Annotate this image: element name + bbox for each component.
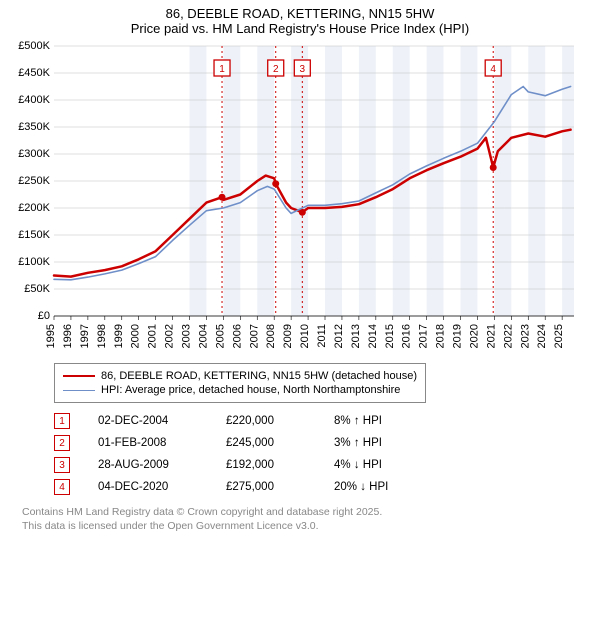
svg-text:£400K: £400K	[18, 94, 50, 106]
svg-text:£500K: £500K	[18, 40, 50, 52]
markers-table: 1 02-DEC-2004 £220,000 8% ↑ HPI 2 01-FEB-2008…	[54, 413, 588, 495]
svg-text:1997: 1997	[79, 324, 91, 348]
line-chart-svg: £0 £50K £100K £150K £200K £250K £300K £350K £400…	[6, 40, 582, 350]
chart-title-block: 86, DEEBLE ROAD, KETTERING, NN15 5HW Pri…	[0, 0, 600, 36]
svg-text:2000: 2000	[130, 324, 142, 348]
svg-text:2003: 2003	[181, 324, 193, 348]
svg-text:3: 3	[300, 64, 306, 75]
svg-text:£300K: £300K	[18, 148, 50, 160]
marker-price: £245,000	[226, 437, 306, 449]
legend-row: HPI: Average price, detached house, Nort…	[63, 384, 417, 396]
title-line1: 86, DEEBLE ROAD, KETTERING, NN15 5HW	[0, 6, 600, 21]
svg-text:2013: 2013	[350, 324, 362, 348]
chart-area: £0 £50K £100K £150K £200K £250K £300K £350K £400…	[6, 40, 588, 355]
marker-number-box: 1	[54, 413, 70, 429]
svg-text:2020: 2020	[468, 324, 480, 348]
legend-swatch	[63, 375, 95, 377]
marker-price: £192,000	[226, 459, 306, 471]
svg-text:£450K: £450K	[18, 67, 50, 79]
svg-text:2012: 2012	[333, 324, 345, 348]
attribution-footer: Contains HM Land Registry data © Crown c…	[22, 505, 588, 533]
svg-text:2002: 2002	[164, 324, 176, 348]
svg-text:2022: 2022	[502, 324, 514, 348]
marker-date: 02-DEC-2004	[98, 415, 198, 427]
svg-text:4: 4	[490, 64, 496, 75]
svg-text:2010: 2010	[299, 324, 311, 348]
svg-text:2001: 2001	[147, 324, 159, 348]
legend-swatch	[63, 390, 95, 391]
marker-number-box: 2	[54, 435, 70, 451]
svg-text:£350K: £350K	[18, 121, 50, 133]
svg-text:2007: 2007	[248, 324, 260, 348]
svg-text:1998: 1998	[96, 324, 108, 348]
marker-date: 28-AUG-2009	[98, 459, 198, 471]
svg-text:£200K: £200K	[18, 202, 50, 214]
svg-text:2006: 2006	[231, 324, 243, 348]
marker-delta: 3% ↑ HPI	[334, 437, 424, 449]
svg-text:2023: 2023	[519, 324, 531, 348]
svg-text:2009: 2009	[282, 324, 294, 348]
marker-price: £275,000	[226, 481, 306, 493]
svg-text:£250K: £250K	[18, 175, 50, 187]
marker-row: 1 02-DEC-2004 £220,000 8% ↑ HPI	[54, 413, 588, 429]
legend-label: HPI: Average price, detached house, Nort…	[101, 384, 400, 396]
svg-text:1999: 1999	[113, 324, 125, 348]
svg-text:2016: 2016	[401, 324, 413, 348]
svg-text:1996: 1996	[62, 324, 74, 348]
legend-label: 86, DEEBLE ROAD, KETTERING, NN15 5HW (de…	[101, 370, 417, 382]
footer-line1: Contains HM Land Registry data © Crown c…	[22, 505, 588, 519]
svg-text:£100K: £100K	[18, 256, 50, 268]
svg-text:2008: 2008	[265, 324, 277, 348]
marker-delta: 8% ↑ HPI	[334, 415, 424, 427]
svg-text:2011: 2011	[316, 324, 328, 348]
svg-text:£50K: £50K	[24, 283, 50, 295]
svg-text:1995: 1995	[45, 324, 57, 348]
svg-text:2004: 2004	[197, 324, 209, 348]
marker-delta: 4% ↓ HPI	[334, 459, 424, 471]
svg-text:1: 1	[219, 64, 225, 75]
svg-text:2: 2	[273, 64, 279, 75]
marker-date: 04-DEC-2020	[98, 481, 198, 493]
marker-number-box: 3	[54, 457, 70, 473]
svg-text:£0: £0	[38, 310, 50, 322]
marker-row: 2 01-FEB-2008 £245,000 3% ↑ HPI	[54, 435, 588, 451]
marker-number-box: 4	[54, 479, 70, 495]
svg-text:2017: 2017	[418, 324, 430, 348]
svg-text:2025: 2025	[553, 324, 565, 348]
marker-price: £220,000	[226, 415, 306, 427]
footer-line2: This data is licensed under the Open Gov…	[22, 519, 588, 533]
marker-date: 01-FEB-2008	[98, 437, 198, 449]
title-line2: Price paid vs. HM Land Registry's House …	[0, 21, 600, 36]
marker-row: 4 04-DEC-2020 £275,000 20% ↓ HPI	[54, 479, 588, 495]
svg-text:2005: 2005	[214, 324, 226, 348]
legend-row: 86, DEEBLE ROAD, KETTERING, NN15 5HW (de…	[63, 370, 417, 382]
svg-text:£150K: £150K	[18, 229, 50, 241]
svg-text:2021: 2021	[485, 324, 497, 348]
svg-text:2019: 2019	[452, 324, 464, 348]
marker-row: 3 28-AUG-2009 £192,000 4% ↓ HPI	[54, 457, 588, 473]
svg-text:2018: 2018	[435, 324, 447, 348]
legend: 86, DEEBLE ROAD, KETTERING, NN15 5HW (de…	[54, 363, 426, 403]
marker-delta: 20% ↓ HPI	[334, 481, 424, 493]
svg-text:2024: 2024	[536, 324, 548, 348]
svg-text:2015: 2015	[384, 324, 396, 348]
svg-text:2014: 2014	[367, 324, 379, 348]
